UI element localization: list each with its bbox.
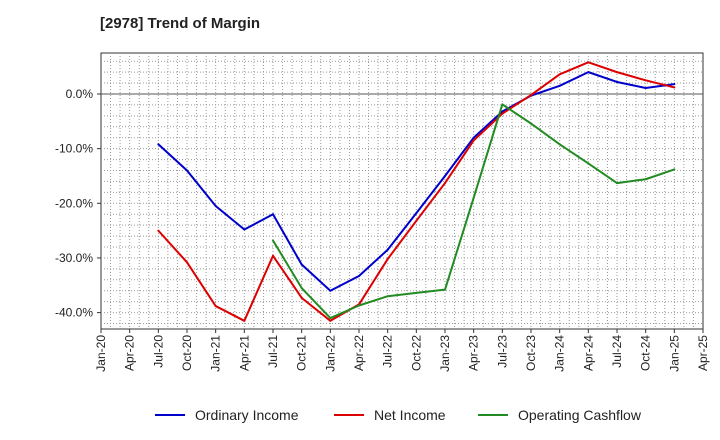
data-point-net-income xyxy=(558,73,561,76)
data-point-ordinary-income xyxy=(300,263,303,266)
data-point-ordinary-income xyxy=(272,213,274,216)
data-point-net-income xyxy=(186,261,188,264)
data-point-ordinary-income xyxy=(644,86,647,89)
data-point-ordinary-income xyxy=(415,212,418,215)
data-point-operating-cashflow xyxy=(358,304,360,307)
data-point-operating-cashflow xyxy=(272,239,274,242)
data-point-ordinary-income xyxy=(386,248,389,251)
x-tick-label: Apr-21 xyxy=(237,335,251,371)
data-point-net-income xyxy=(616,71,618,74)
legend-label-ordinary-income: Ordinary Income xyxy=(195,407,299,423)
x-tick-label: Jan-24 xyxy=(553,335,567,372)
data-point-net-income xyxy=(501,112,504,115)
x-tick-label: Oct-23 xyxy=(524,335,538,371)
y-tick-label: -10.0% xyxy=(55,142,93,156)
data-point-net-income xyxy=(243,319,246,322)
x-tick-label: Apr-23 xyxy=(467,335,481,371)
x-axis-ticks: Jan-20 Apr-20 Jul-20 Oct-20 Jan-21 Apr-21 Jul-… xyxy=(94,329,710,372)
x-tick-label: Jul-20 xyxy=(151,335,165,368)
data-point-operating-cashflow xyxy=(644,178,647,181)
data-point-operating-cashflow xyxy=(300,287,303,290)
legend-swatch-operating-cashflow xyxy=(478,414,508,416)
data-point-operating-cashflow xyxy=(329,317,332,320)
data-point-net-income xyxy=(644,79,647,82)
data-point-operating-cashflow xyxy=(444,288,446,291)
data-point-net-income xyxy=(329,319,332,322)
data-point-operating-cashflow xyxy=(587,162,590,165)
data-point-operating-cashflow xyxy=(386,295,389,298)
data-point-operating-cashflow xyxy=(472,196,475,199)
data-point-operating-cashflow xyxy=(501,103,504,106)
y-axis-ticks: 0.0% -10.0% -20.0% -30.0% -40.0% xyxy=(55,87,101,320)
data-point-net-income xyxy=(673,86,676,89)
y-tick-label: -30.0% xyxy=(55,251,93,265)
x-tick-label: Jul-21 xyxy=(266,335,280,368)
x-tick-label: Apr-22 xyxy=(352,335,366,371)
legend-item-ordinary-income: Ordinary Income xyxy=(155,404,298,426)
data-point-ordinary-income xyxy=(501,110,504,113)
data-point-ordinary-income xyxy=(472,136,475,139)
x-tick-label: Jul-24 xyxy=(610,335,624,368)
x-tick-label: Apr-25 xyxy=(696,335,710,371)
data-point-operating-cashflow xyxy=(530,122,532,125)
vertical-gridlines xyxy=(110,53,694,329)
y-tick-label: -40.0% xyxy=(55,306,93,320)
horizontal-gridlines xyxy=(101,60,703,325)
x-tick-label: Oct-22 xyxy=(409,335,423,371)
data-point-ordinary-income xyxy=(358,274,360,277)
data-point-ordinary-income xyxy=(616,80,618,83)
data-point-ordinary-income xyxy=(214,205,217,208)
data-point-ordinary-income xyxy=(243,228,246,231)
data-point-operating-cashflow xyxy=(673,168,676,171)
x-tick-label: Apr-20 xyxy=(123,335,137,371)
x-tick-label: Jan-23 xyxy=(438,335,452,372)
legend-swatch-ordinary-income xyxy=(155,414,185,416)
data-point-operating-cashflow xyxy=(616,182,618,185)
x-tick-label: Jan-25 xyxy=(667,335,681,372)
x-tick-label: Jan-21 xyxy=(209,335,223,372)
data-point-ordinary-income xyxy=(186,169,188,172)
data-point-net-income xyxy=(530,94,532,97)
legend-swatch-net-income xyxy=(334,414,364,416)
data-point-net-income xyxy=(386,258,389,261)
data-point-net-income xyxy=(272,254,274,257)
legend-item-net-income: Net Income xyxy=(334,404,446,426)
data-point-ordinary-income xyxy=(157,143,160,146)
legend: Ordinary Income Net Income Operating Cas… xyxy=(0,404,720,426)
data-point-ordinary-income xyxy=(558,84,561,87)
data-point-net-income xyxy=(587,61,590,64)
x-tick-label: Jan-22 xyxy=(323,335,337,372)
data-point-net-income xyxy=(157,229,160,232)
data-point-ordinary-income xyxy=(329,289,332,292)
y-tick-label: 0.0% xyxy=(66,87,94,101)
data-point-operating-cashflow xyxy=(558,143,561,146)
data-point-net-income xyxy=(444,182,446,185)
y-tick-label: -20.0% xyxy=(55,196,93,210)
legend-label-operating-cashflow: Operating Cashflow xyxy=(518,407,641,423)
data-point-net-income xyxy=(300,296,303,299)
data-point-net-income xyxy=(214,305,217,308)
x-tick-label: Apr-24 xyxy=(581,335,595,371)
data-point-net-income xyxy=(472,139,475,142)
data-point-operating-cashflow xyxy=(415,291,418,294)
x-tick-label: Oct-21 xyxy=(295,335,309,371)
data-point-net-income xyxy=(415,219,418,222)
x-tick-label: Jul-22 xyxy=(381,335,395,368)
x-tick-label: Oct-20 xyxy=(180,335,194,371)
data-point-ordinary-income xyxy=(587,71,590,74)
data-point-ordinary-income xyxy=(444,174,446,177)
x-tick-label: Oct-24 xyxy=(639,335,653,371)
x-tick-label: Jan-20 xyxy=(94,335,108,372)
chart-title: [2978] Trend of Margin xyxy=(100,15,261,32)
data-point-ordinary-income xyxy=(673,83,676,86)
legend-item-operating-cashflow: Operating Cashflow xyxy=(478,404,641,426)
series-layer xyxy=(157,61,676,322)
legend-label-net-income: Net Income xyxy=(374,407,446,423)
x-tick-label: Jul-23 xyxy=(495,335,509,368)
